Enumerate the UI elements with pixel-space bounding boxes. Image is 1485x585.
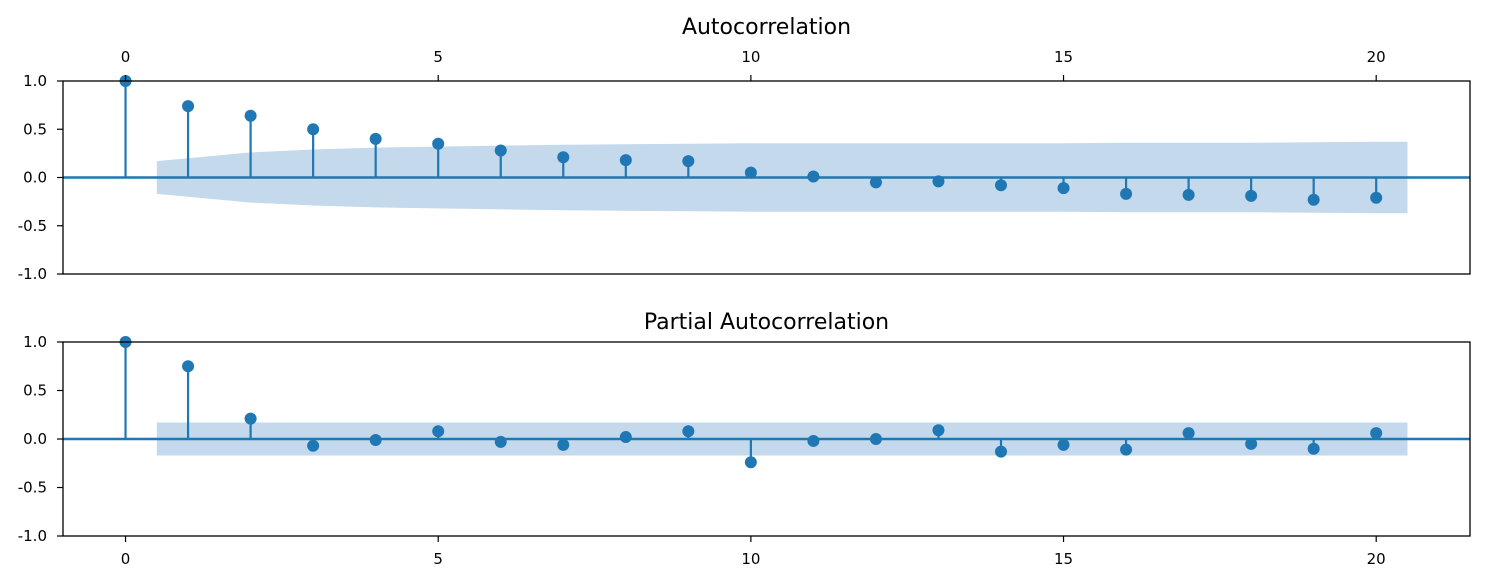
stem-marker-lag-3 <box>307 439 320 452</box>
stem-marker-lag-13 <box>932 424 945 437</box>
stem-marker-lag-12 <box>869 433 882 445</box>
stem-marker-lag-10 <box>744 456 757 469</box>
stem-marker-lag-7 <box>557 151 570 164</box>
x-tick-label: 10 <box>741 48 760 66</box>
y-tick-label: 0.0 <box>23 169 47 187</box>
stem-marker-lag-11 <box>807 434 820 447</box>
y-tick-label: -1.0 <box>18 265 47 283</box>
x-tick-label: 5 <box>433 48 443 66</box>
chart-title: Partial Autocorrelation <box>644 310 889 335</box>
stem-marker-lag-1 <box>182 360 195 373</box>
stem-marker-lag-3 <box>307 123 320 136</box>
y-tick-label: 1.0 <box>23 333 47 351</box>
stem-marker-lag-15 <box>1057 182 1070 195</box>
stem-marker-lag-9 <box>682 425 695 438</box>
stem-marker-lag-20 <box>1370 427 1383 440</box>
stem-marker-lag-6 <box>494 435 507 448</box>
stem-marker-lag-18 <box>1245 437 1258 450</box>
x-tick-label: 10 <box>741 550 760 568</box>
stem-marker-lag-14 <box>995 445 1007 458</box>
x-tick-label: 0 <box>121 48 131 66</box>
stem-marker-lag-8 <box>619 154 632 167</box>
x-tick-label: 5 <box>433 550 443 568</box>
stem-marker-lag-17 <box>1182 427 1195 440</box>
stem-marker-lag-11 <box>807 170 820 183</box>
x-tick-label: 15 <box>1054 550 1073 568</box>
stem-marker-lag-6 <box>494 144 507 157</box>
stem-marker-lag-1 <box>182 100 195 113</box>
stem-marker-lag-7 <box>557 438 570 451</box>
x-tick-label: 20 <box>1367 550 1386 568</box>
stem-marker-lag-16 <box>1120 187 1133 200</box>
stem-marker-lag-9 <box>682 155 695 168</box>
stem-marker-lag-4 <box>369 433 382 446</box>
stem-marker-lag-10 <box>744 166 757 179</box>
y-tick-label: 0.5 <box>23 120 47 138</box>
stem-marker-lag-4 <box>369 132 382 145</box>
stem-marker-lag-20 <box>1370 191 1383 204</box>
y-tick-label: 1.0 <box>23 72 47 90</box>
stem-marker-lag-18 <box>1245 189 1258 202</box>
stem-marker-lag-17 <box>1182 188 1195 201</box>
x-tick-label: 20 <box>1367 48 1386 66</box>
stem-marker-lag-5 <box>432 137 445 150</box>
x-tick-label: 0 <box>121 550 131 568</box>
x-tick-label: 15 <box>1054 48 1073 66</box>
partial-autocorrelation-panel: 1.0 0.5 0.0 -0.5 -1.0 0 5 10 15 20 Partial Autocor… <box>18 310 1471 568</box>
y-tick-label: -1.0 <box>18 527 47 545</box>
stem-marker-lag-15 <box>1057 438 1070 451</box>
y-tick-label: 0.5 <box>23 382 47 400</box>
y-tick-label: -0.5 <box>18 217 47 235</box>
stem-marker-lag-12 <box>869 176 882 189</box>
y-tick-label: 0.0 <box>23 430 47 448</box>
stem-marker-lag-19 <box>1307 442 1320 455</box>
stem-marker-lag-14 <box>995 179 1007 192</box>
stem-marker-lag-5 <box>432 425 445 438</box>
stem-marker-lag-19 <box>1307 193 1320 206</box>
stem-marker-lag-2 <box>244 412 257 425</box>
autocorrelation-panel: 1.0 0.5 0.0 -0.5 -1.0 0 5 10 15 20 Autocorrelation <box>18 15 1471 283</box>
stem-marker-lag-13 <box>932 175 945 188</box>
stem-marker-lag-8 <box>619 431 632 444</box>
stem-marker-lag-2 <box>244 109 257 122</box>
stem-marker-lag-16 <box>1120 443 1133 456</box>
chart-title: Autocorrelation <box>682 15 851 40</box>
y-tick-label: -0.5 <box>18 479 47 497</box>
